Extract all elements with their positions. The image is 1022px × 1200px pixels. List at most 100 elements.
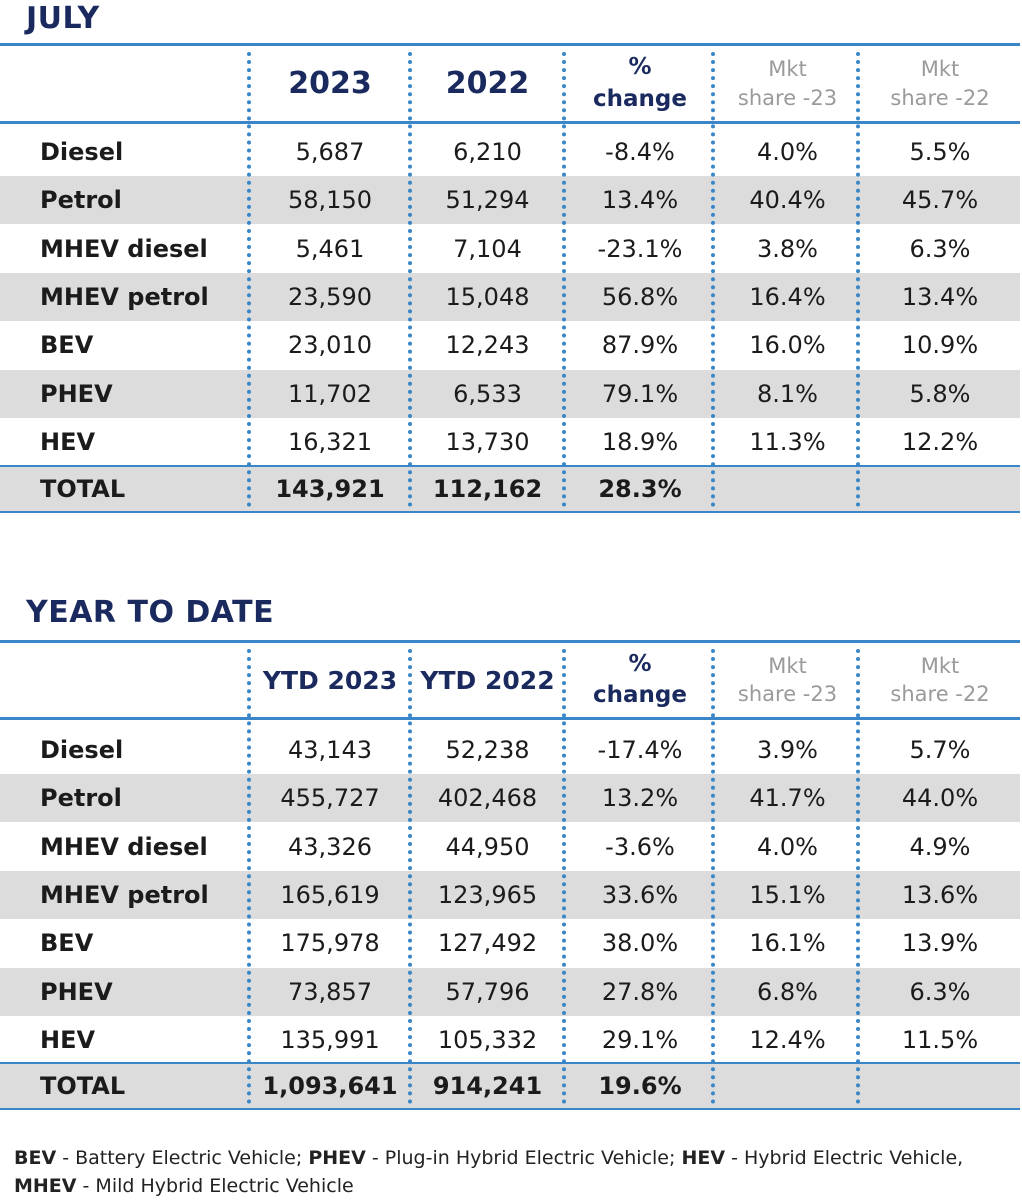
cell-mkt-share-23: 15.1%: [749, 880, 826, 909]
cell-mkt-share-22: 45.7%: [901, 186, 979, 215]
header-col-mkt-share-23: Mkt share -23: [715, 643, 860, 717]
header-current-label: YTD 2023: [262, 665, 398, 695]
header-mkt23-line1: Mkt: [768, 57, 807, 82]
header-col-pct-change: % change: [565, 46, 715, 121]
column-separator: [247, 52, 251, 507]
total-pct-change: 19.6%: [598, 1072, 682, 1100]
cell-pct-change: 38.0%: [601, 929, 679, 958]
cell-pct-change: 29.1%: [601, 1025, 679, 1054]
cell-mkt-share-23: 16.4%: [749, 282, 826, 311]
column-separator: [562, 52, 566, 507]
table-row: Diesel 5,687 6,210 -8.4% 4.0% 5.5%: [0, 128, 1020, 176]
table-row: PHEV 11,702 6,533 79.1% 8.1% 5.8%: [0, 369, 1020, 418]
cell-mkt-share-22: 5.5%: [909, 138, 971, 166]
total-current-units: 1,093,641: [262, 1072, 398, 1100]
cell-mkt-share-23: 11.3%: [749, 427, 826, 456]
header-col-previous: YTD 2022: [410, 643, 565, 717]
cell-mkt-share-22: 44.0%: [901, 784, 979, 813]
cell-mkt-share-22: 13.4%: [901, 282, 979, 311]
table-row: Petrol 455,727 402,468 13.2% 41.7% 44.0%: [0, 774, 1020, 823]
row-label: PHEV: [40, 977, 113, 1006]
row-label: MHEV diesel: [40, 832, 208, 861]
cell-pct-change: 27.8%: [601, 977, 679, 1006]
cell-mkt-share-23: 40.4%: [749, 186, 826, 215]
cell-mkt-share-22: 13.9%: [901, 929, 979, 958]
cell-current-units: 43,326: [288, 832, 372, 861]
table-bottom-rule: [0, 511, 1020, 513]
header-mkt23-line2: share -23: [737, 682, 838, 706]
cell-previous-units: 57,796: [445, 977, 530, 1006]
cell-pct-change: 13.4%: [601, 186, 679, 215]
cell-current-units: 135,991: [280, 1025, 380, 1054]
cell-mkt-share-23: 41.7%: [749, 784, 826, 813]
table-row: MHEV petrol 165,619 123,965 33.6% 15.1% 13.6%: [0, 870, 1020, 919]
row-label: Diesel: [40, 138, 124, 166]
column-separator: [711, 649, 715, 1104]
column-separator: [562, 649, 566, 1104]
cell-current-units: 11,702: [288, 379, 372, 408]
footnote-def-mhev: - Mild Hybrid Electric Vehicle: [76, 1175, 354, 1197]
cell-pct-change: 13.2%: [601, 784, 679, 813]
total-top-rule: [0, 1062, 1020, 1064]
row-label: MHEV petrol: [40, 282, 209, 311]
table-header-row: YTD 2023 YTD 2022% change Mkt share -23 Mkt sh…: [0, 643, 1020, 717]
cell-pct-change: 18.9%: [601, 427, 679, 456]
table-top-rule: [0, 640, 1020, 643]
table-top-rule: [0, 43, 1020, 46]
total-label: TOTAL: [40, 1072, 126, 1100]
header-col-current: 2023: [250, 46, 410, 121]
cell-previous-units: 52,238: [445, 736, 530, 764]
total-current-units: 143,921: [275, 475, 385, 503]
table-row: Diesel 43,143 52,238 -17.4% 3.9% 5.7%: [0, 726, 1020, 774]
header-pct-line1: %: [628, 650, 652, 677]
header-col-current: YTD 2023: [250, 643, 410, 717]
cell-mkt-share-22: 6.3%: [909, 234, 971, 263]
footnote-def-hev: - Hybrid Electric Vehicle,: [725, 1147, 964, 1169]
cell-current-units: 43,143: [288, 736, 372, 764]
table-row: HEV 16,321 13,730 18.9% 11.3% 12.2%: [0, 418, 1020, 466]
cell-pct-change: -23.1%: [597, 234, 683, 263]
cell-pct-change: 79.1%: [601, 379, 679, 408]
table-row: Petrol 58,150 51,294 13.4% 40.4% 45.7%: [0, 176, 1020, 225]
row-label: Petrol: [40, 784, 122, 813]
section-title: YEAR TO DATE: [26, 595, 275, 630]
section-title: JULY: [26, 1, 100, 36]
table-row: HEV 135,991 105,332 29.1% 12.4% 11.5%: [0, 1016, 1020, 1064]
cell-mkt-share-23: 8.1%: [757, 379, 818, 408]
cell-previous-units: 105,332: [437, 1025, 538, 1054]
row-label: BEV: [40, 331, 94, 360]
header-mkt22-line2: share -22: [890, 682, 990, 706]
cell-mkt-share-22: 13.6%: [901, 880, 979, 909]
table-bottom-rule: [0, 1108, 1020, 1110]
cell-current-units: 5,461: [295, 234, 365, 263]
cell-mkt-share-23: 3.9%: [757, 736, 818, 764]
column-separator: [408, 52, 412, 507]
cell-current-units: 165,619: [280, 880, 380, 909]
header-pct-line2: change: [593, 682, 687, 708]
cell-current-units: 16,321: [288, 427, 372, 456]
table-row: PHEV 73,857 57,796 27.8% 6.8% 6.3%: [0, 967, 1020, 1016]
header-col-pct-change: % change: [565, 643, 715, 717]
cell-mkt-share-23: 16.1%: [749, 929, 826, 958]
cell-previous-units: 7,104: [453, 234, 522, 263]
cell-pct-change: 87.9%: [601, 331, 679, 360]
cell-current-units: 73,857: [288, 977, 372, 1006]
table-row: BEV 175,978 127,492 38.0% 16.1% 13.9%: [0, 919, 1020, 967]
column-separator: [856, 649, 860, 1104]
header-col-mkt-share-22: Mkt share -22: [860, 643, 1020, 717]
cell-pct-change: 56.8%: [601, 282, 679, 311]
table-row: MHEV petrol 23,590 15,048 56.8% 16.4% 13.4%: [0, 272, 1020, 321]
header-previous-label: 2022: [445, 66, 530, 101]
header-pct-line2: change: [593, 85, 687, 112]
footnote-term-hev: HEV: [681, 1147, 726, 1169]
column-separator: [856, 52, 860, 507]
cell-mkt-share-22: 5.7%: [909, 736, 971, 764]
total-top-rule: [0, 465, 1020, 467]
table-row: MHEV diesel 5,461 7,104 -23.1% 3.8% 6.3%: [0, 225, 1020, 273]
row-label: MHEV diesel: [40, 234, 208, 263]
row-label: HEV: [40, 1025, 96, 1054]
header-bottom-rule: [0, 121, 1020, 124]
row-label: BEV: [40, 929, 94, 958]
footnote-term-phev: PHEV: [308, 1147, 366, 1169]
total-row: TOTAL 143,921 112,162 28.3%: [0, 467, 1020, 511]
